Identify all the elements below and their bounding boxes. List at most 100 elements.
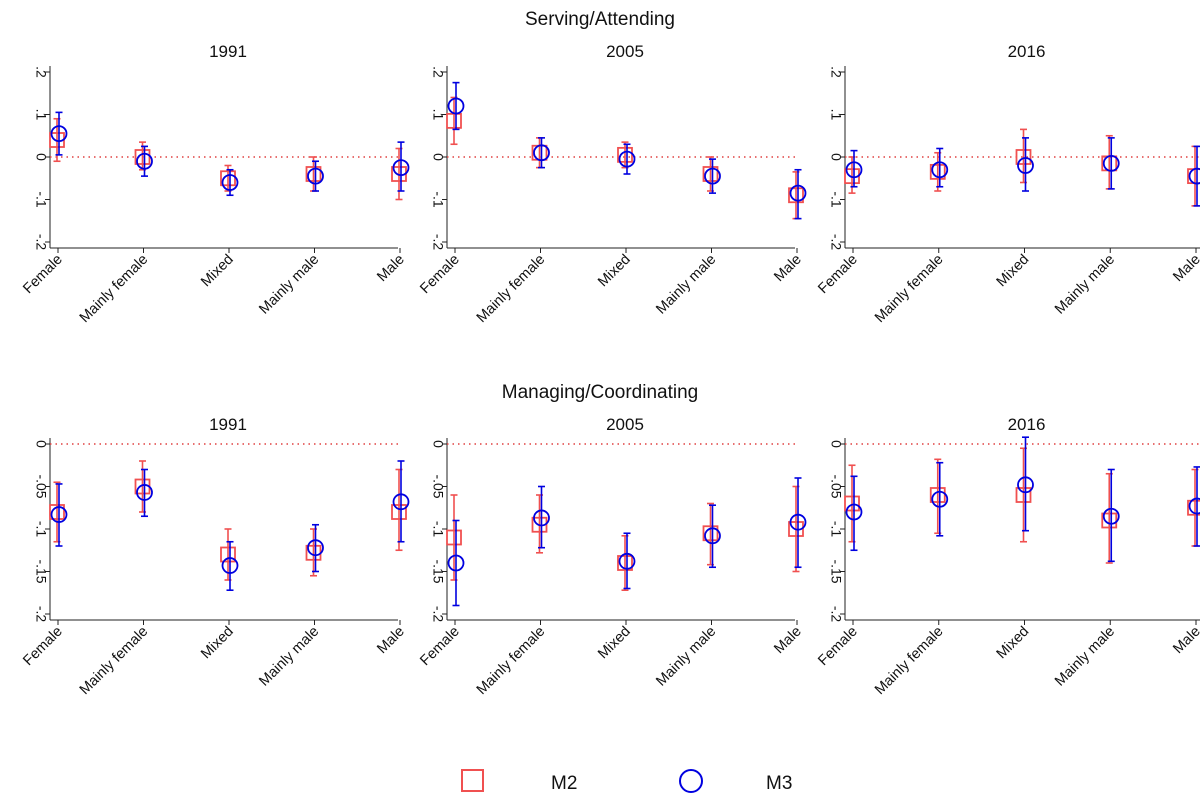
point-square (702, 525, 719, 542)
y-tick-label: .1 (828, 109, 844, 121)
point-circle (392, 493, 410, 511)
y-tick-label: 0 (430, 153, 446, 161)
x-tick-label-mixed: Mixed (994, 252, 1033, 291)
point-square (1015, 149, 1032, 165)
y-tick-label: -.05 (33, 474, 49, 498)
legend-label-m3: M3 (766, 773, 792, 794)
y-tick-label: .2 (828, 66, 844, 78)
series-m3 (50, 460, 410, 592)
x-tick-label-male: Male (771, 252, 805, 286)
x-tick-label-mixed: Mixed (198, 252, 237, 291)
point-circle (221, 557, 239, 574)
point-square (929, 487, 946, 503)
section-title-managing: Managing/Coordinating (502, 382, 698, 403)
x-tick-label-mainly-female: Mainly female (474, 624, 549, 699)
x-tick-label-female: Female (815, 624, 861, 670)
point-circle (50, 506, 68, 523)
x-tick-label-mixed: Mixed (595, 252, 634, 291)
series-m2 (446, 96, 804, 220)
point-square (446, 529, 462, 546)
point-circle (789, 513, 807, 531)
point-square (134, 149, 151, 165)
point-circle (1017, 476, 1034, 494)
point-circle (307, 167, 324, 185)
y-tick-label: 0 (33, 153, 49, 161)
x-tick-label-female: Female (20, 624, 66, 670)
point-square (702, 166, 719, 182)
point-square (617, 146, 633, 163)
panel-title: 2016 (1008, 415, 1046, 434)
y-tick-label: .1 (430, 109, 446, 121)
point-circle (1102, 154, 1120, 172)
point-square (617, 555, 633, 571)
point-circle (533, 144, 550, 162)
point-circle (1102, 507, 1120, 525)
point-circle (447, 97, 465, 115)
y-tick-label: -.15 (430, 559, 446, 583)
point-square (788, 187, 804, 204)
x-tick-label-mainly-female: Mainly female (77, 252, 152, 327)
point-square (1187, 499, 1200, 516)
x-tick-label-mixed: Mixed (198, 624, 237, 663)
point-square (1101, 512, 1118, 529)
series-m3 (845, 137, 1200, 207)
series-m3 (447, 477, 807, 607)
legend-swatch-m2 (461, 769, 484, 792)
legend-swatch-m3 (679, 769, 703, 793)
y-tick-label: .2 (33, 66, 49, 78)
point-circle (392, 159, 410, 177)
point-square (531, 516, 548, 533)
series-m3 (447, 81, 807, 220)
y-tick-label: -.2 (828, 606, 844, 623)
point-square (391, 504, 407, 520)
point-circle (931, 161, 949, 179)
x-tick-label-female: Female (815, 252, 861, 298)
panel-title: 1991 (209, 415, 247, 434)
legend-label-m2: M2 (551, 773, 577, 794)
point-circle (931, 490, 949, 508)
point-circle (789, 184, 807, 202)
point-circle (533, 509, 550, 527)
x-tick-label-mainly-male: Mainly male (653, 252, 719, 318)
y-tick-label: -.05 (828, 474, 844, 498)
x-tick-label-mainly-male: Mainly male (256, 252, 322, 318)
x-tick-label-mixed: Mixed (994, 624, 1033, 663)
x-tick-label-female: Female (417, 624, 463, 670)
legend: M2 M3 (461, 769, 792, 794)
point-square (49, 504, 65, 520)
series-m3 (845, 436, 1200, 563)
x-tick-label-male: Male (1170, 252, 1200, 286)
series-m2 (844, 128, 1200, 207)
y-tick-label: -.1 (430, 191, 446, 208)
y-tick-label: -.1 (828, 521, 844, 538)
x-tick-label-mainly-female: Mainly female (474, 252, 549, 327)
series-m2 (49, 117, 407, 201)
point-square (305, 166, 322, 182)
point-square (788, 521, 804, 537)
y-tick-label: 0 (828, 153, 844, 161)
x-tick-label-mixed: Mixed (595, 624, 634, 663)
point-circle (704, 167, 721, 185)
y-tick-label: 0 (33, 440, 49, 448)
point-circle (307, 539, 324, 557)
y-tick-label: .2 (430, 66, 446, 78)
series-m2 (446, 485, 804, 592)
x-tick-label-female: Female (417, 252, 463, 298)
series-m2 (844, 447, 1200, 564)
point-circle (447, 554, 465, 572)
point-circle (618, 150, 636, 168)
point-circle (1188, 167, 1200, 185)
y-tick-label: -.1 (33, 191, 49, 208)
point-circle (221, 174, 239, 191)
y-tick-label: -.2 (33, 606, 49, 623)
y-tick-label: -.2 (430, 234, 446, 251)
x-tick-label-mainly-female: Mainly female (77, 624, 152, 699)
panel-title: 2005 (606, 415, 644, 434)
x-tick-label-mainly-male: Mainly male (1052, 252, 1118, 318)
point-square (1015, 487, 1032, 503)
series-m3 (50, 111, 410, 197)
point-circle (704, 527, 721, 545)
